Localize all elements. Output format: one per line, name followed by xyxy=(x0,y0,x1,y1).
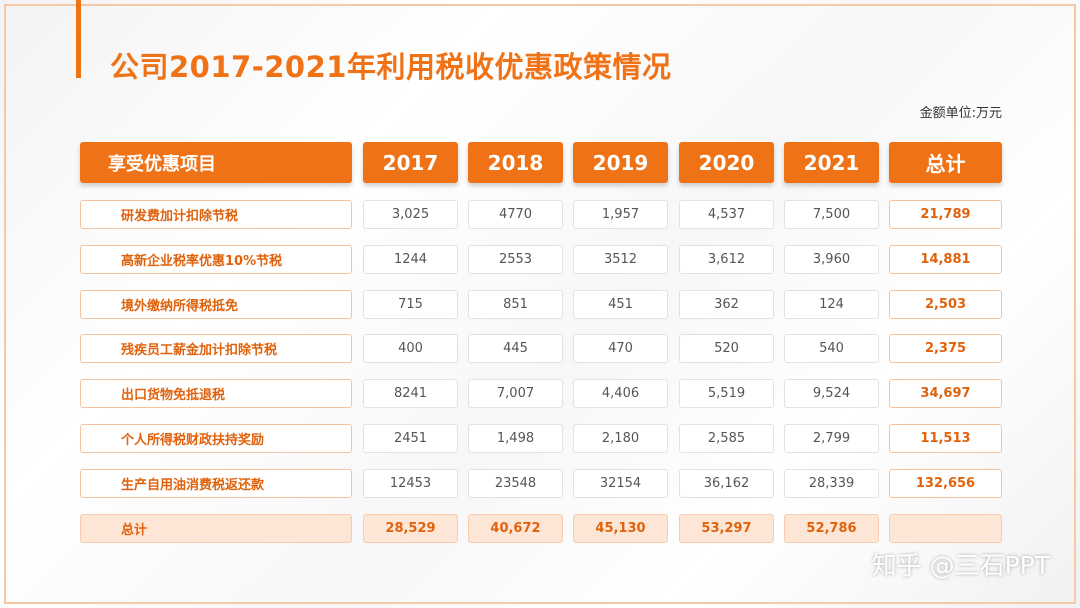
row-total: 14,881 xyxy=(889,245,1002,274)
row-label: 个人所得税财政扶持奖励 xyxy=(80,424,352,453)
row-value-2019: 451 xyxy=(573,290,668,319)
row-total: 2,503 xyxy=(889,290,1002,319)
row-value-2020: 5,519 xyxy=(679,379,774,408)
row-total: 132,656 xyxy=(889,469,1002,498)
row-value-2018: 23548 xyxy=(468,469,563,498)
row-value-2019: 3512 xyxy=(573,245,668,274)
row-total: 2,375 xyxy=(889,334,1002,363)
sum-row-value-2018: 40,672 xyxy=(468,514,563,543)
header-year-2021: 2021 xyxy=(784,142,879,183)
row-total: 21,789 xyxy=(889,200,1002,229)
row-value-2017: 12453 xyxy=(363,469,458,498)
header-corner: 享受优惠项目 xyxy=(80,142,352,183)
row-value-2017: 1244 xyxy=(363,245,458,274)
sum-row-value-2020: 53,297 xyxy=(679,514,774,543)
row-value-2020: 36,162 xyxy=(679,469,774,498)
sum-row-value-2017: 28,529 xyxy=(363,514,458,543)
row-value-2021: 7,500 xyxy=(784,200,879,229)
header-year-2018: 2018 xyxy=(468,142,563,183)
row-label: 生产自用油消费税返还款 xyxy=(80,469,352,498)
row-value-2017: 400 xyxy=(363,334,458,363)
page-title: 公司2017-2021年利用税收优惠政策情况 xyxy=(110,50,672,84)
header-year-2017: 2017 xyxy=(363,142,458,183)
row-value-2019: 4,406 xyxy=(573,379,668,408)
row-value-2017: 2451 xyxy=(363,424,458,453)
row-value-2021: 9,524 xyxy=(784,379,879,408)
row-value-2017: 3,025 xyxy=(363,200,458,229)
row-value-2017: 8241 xyxy=(363,379,458,408)
unit-label: 金额单位:万元 xyxy=(919,106,1002,121)
header-total: 总计 xyxy=(889,142,1002,183)
row-value-2019: 2,180 xyxy=(573,424,668,453)
row-label: 高新企业税率优惠10%节税 xyxy=(80,245,352,274)
row-value-2021: 540 xyxy=(784,334,879,363)
row-value-2018: 1,498 xyxy=(468,424,563,453)
sum-row-label: 总计 xyxy=(80,514,352,543)
row-value-2020: 2,585 xyxy=(679,424,774,453)
row-value-2018: 7,007 xyxy=(468,379,563,408)
row-value-2018: 4770 xyxy=(468,200,563,229)
row-value-2021: 3,960 xyxy=(784,245,879,274)
row-label: 残疾员工薪金加计扣除节税 xyxy=(80,334,352,363)
sum-row-value-2021: 52,786 xyxy=(784,514,879,543)
row-total: 34,697 xyxy=(889,379,1002,408)
sum-row-value-2019: 45,130 xyxy=(573,514,668,543)
row-value-2020: 520 xyxy=(679,334,774,363)
row-total: 11,513 xyxy=(889,424,1002,453)
row-label: 出口货物免抵退税 xyxy=(80,379,352,408)
sum-row-total xyxy=(889,514,1002,543)
row-value-2019: 1,957 xyxy=(573,200,668,229)
row-value-2020: 3,612 xyxy=(679,245,774,274)
row-value-2018: 2553 xyxy=(468,245,563,274)
row-value-2021: 28,339 xyxy=(784,469,879,498)
watermark: 知乎 @三石PPT xyxy=(871,551,1050,580)
row-value-2021: 2,799 xyxy=(784,424,879,453)
row-value-2021: 124 xyxy=(784,290,879,319)
row-label: 研发费加计扣除节税 xyxy=(80,200,352,229)
row-value-2018: 851 xyxy=(468,290,563,319)
row-value-2020: 4,537 xyxy=(679,200,774,229)
header-year-2020: 2020 xyxy=(679,142,774,183)
title-accent-bar xyxy=(76,0,81,78)
header-year-2019: 2019 xyxy=(573,142,668,183)
row-label: 境外缴纳所得税抵免 xyxy=(80,290,352,319)
row-value-2020: 362 xyxy=(679,290,774,319)
row-value-2019: 32154 xyxy=(573,469,668,498)
row-value-2019: 470 xyxy=(573,334,668,363)
row-value-2017: 715 xyxy=(363,290,458,319)
row-value-2018: 445 xyxy=(468,334,563,363)
